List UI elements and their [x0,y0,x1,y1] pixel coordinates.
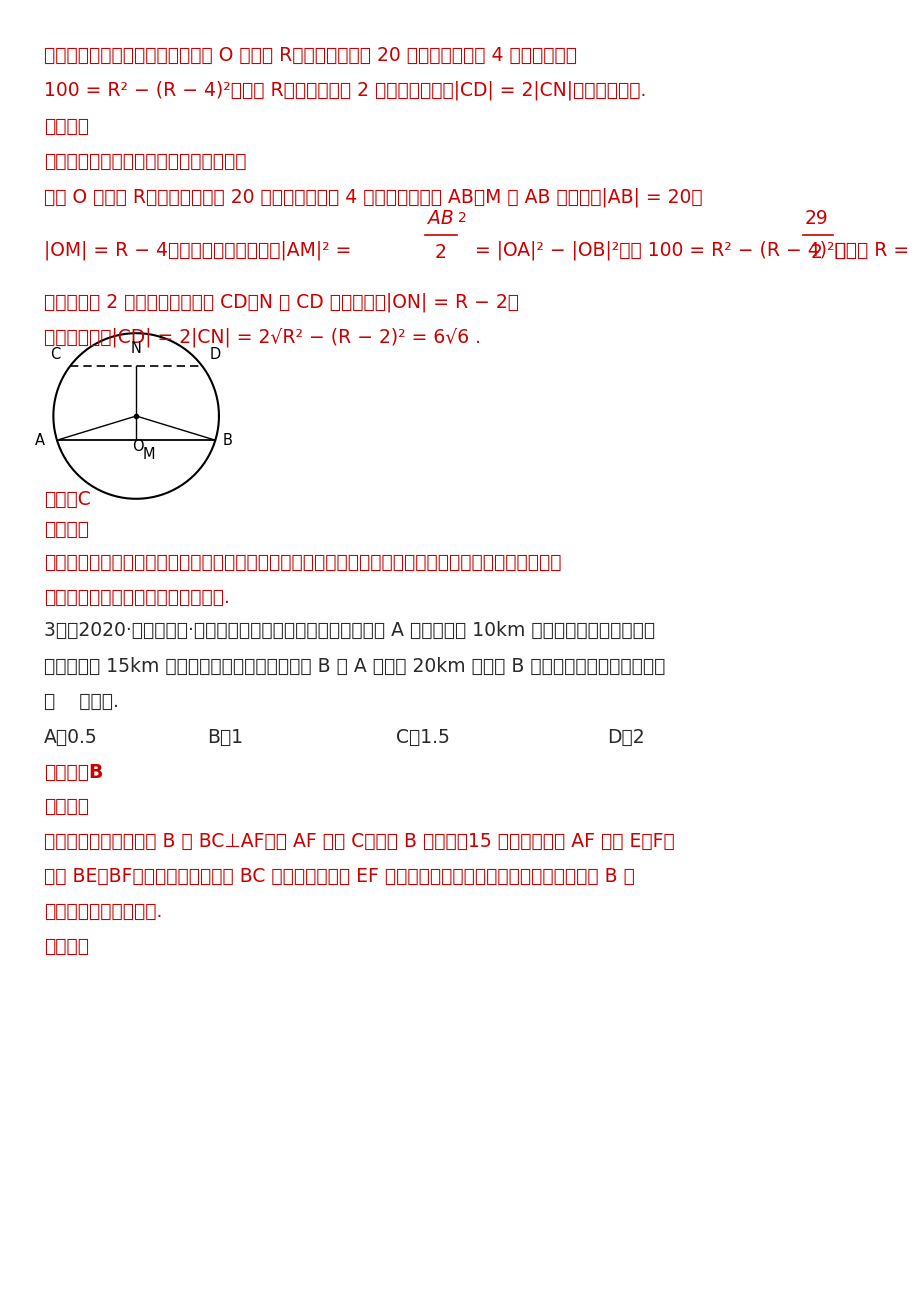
Text: 市处于危险区内的时间.: 市处于危险区内的时间. [44,902,163,922]
Text: = |OA|² − |OB|²，即 100 = R² − (R − 4)²，解得 R =: = |OA|² − |OB|²，即 100 = R² − (R − 4)²，解得… [469,240,914,260]
Text: C: C [51,347,61,363]
Text: 【答案】B: 【答案】B [44,763,104,783]
Text: 设圆 O 半径为 R，当水面跨度是 20 米，拱顶离水面 4 米，此时水面为 AB，M 为 AB 中点，即|AB| = 20，: 设圆 O 半径为 R，当水面跨度是 20 米，拱顶离水面 4 米，此时水面为 A… [44,187,702,207]
Text: 【分析】: 【分析】 [44,797,89,816]
Text: A: A [35,433,45,447]
Text: 离台风中心 15km 内的地区为危险地区，若城市 B 在 A 地正北 20km 处，则 B 城市处于危险区内的时间为: 离台风中心 15km 内的地区为危险地区，若城市 B 在 A 地正北 20km … [44,656,664,676]
Text: 100 = R² − (R − 4)²，求出 R，当水面上涨 2 米后，可得跨度|CD| = 2|CN|，计算可得解.: 100 = R² − (R − 4)²，求出 R，当水面上涨 2 米后，可得跨度… [44,81,646,100]
Text: B．1: B．1 [207,728,243,748]
Text: 关键点睛：本题考查圆的弦长，解题的关键是利用已知条件建立模型，利用数形结合求解，考查学生的转: 关键点睛：本题考查圆的弦长，解题的关键是利用已知条件建立模型，利用数形结合求解，… [44,552,561,572]
Text: 【详解】: 【详解】 [44,117,89,136]
Text: |OM| = R − 4，利用勾股定理可知，|AM|² =: |OM| = R − 4，利用勾股定理可知，|AM|² = [44,240,357,260]
Text: 3．（2020·湖北南漳县·高二期中）我国东南沿海一台风中心从 A 地以每小时 10km 的速度向东北方向移动，: 3．（2020·湖北南漳县·高二期中）我国东南沿海一台风中心从 A 地以每小时 … [44,621,654,641]
Text: 故选：C: 故选：C [44,490,91,510]
Text: 化能力与运算求解能力，属于基础题.: 化能力与运算求解能力，属于基础题. [44,588,230,607]
Text: ，: ， [834,240,845,260]
Text: D．2: D．2 [607,728,644,748]
Text: 建立直角坐标系，过点 B 作 BC⊥AF，交 AF 于点 C，以点 B 为圆心，15 为半径的圆交 AF 于点 E，F，: 建立直角坐标系，过点 B 作 BC⊥AF，交 AF 于点 C，以点 B 为圆心，… [44,832,675,852]
Text: 2: 2 [458,211,467,225]
Text: 根据题意，建立圆拱桥模型，设圆 O 半径为 R，当水面跨度是 20 米，拱顶离水面 4 米，分析可得: 根据题意，建立圆拱桥模型，设圆 O 半径为 R，当水面跨度是 20 米，拱顶离水… [44,46,576,65]
Text: B: B [222,433,233,447]
Text: 2: 2 [434,243,446,263]
Text: N: N [130,341,142,356]
Text: 【详解】: 【详解】 [44,937,89,957]
Text: （    ）小时.: （ ）小时. [44,692,119,711]
Text: M: M [142,447,155,462]
Text: A．0.5: A．0.5 [44,728,97,748]
Text: AB: AB [427,208,453,227]
Text: 由勾股定理得|CD| = 2|CN| = 2√R² − (R − 2)² = 6√6 .: 由勾股定理得|CD| = 2|CN| = 2√R² − (R − 2)² = 6… [44,328,481,347]
Text: 【点睛】: 【点睛】 [44,520,89,540]
Text: 2: 2 [810,243,822,263]
Text: 根据题意，建立圆拱桥模型，如图所示：: 根据题意，建立圆拱桥模型，如图所示： [44,152,246,172]
Text: 连接 BE，BF，利用勾股定理求出 BC 的值，进而求出 EF 的值，再结合台风中心的运动速度即可求出 B 城: 连接 BE，BF，利用勾股定理求出 BC 的值，进而求出 EF 的值，再结合台风… [44,867,634,887]
Text: 当水面上涨 2 米后，即水面到达 CD，N 为 CD 中点，此时|ON| = R − 2，: 当水面上涨 2 米后，即水面到达 CD，N 为 CD 中点，此时|ON| = R… [44,292,518,312]
Text: O: O [132,439,143,455]
Text: 29: 29 [804,208,828,227]
Text: D: D [210,347,221,363]
Text: C．1.5: C．1.5 [395,728,449,748]
